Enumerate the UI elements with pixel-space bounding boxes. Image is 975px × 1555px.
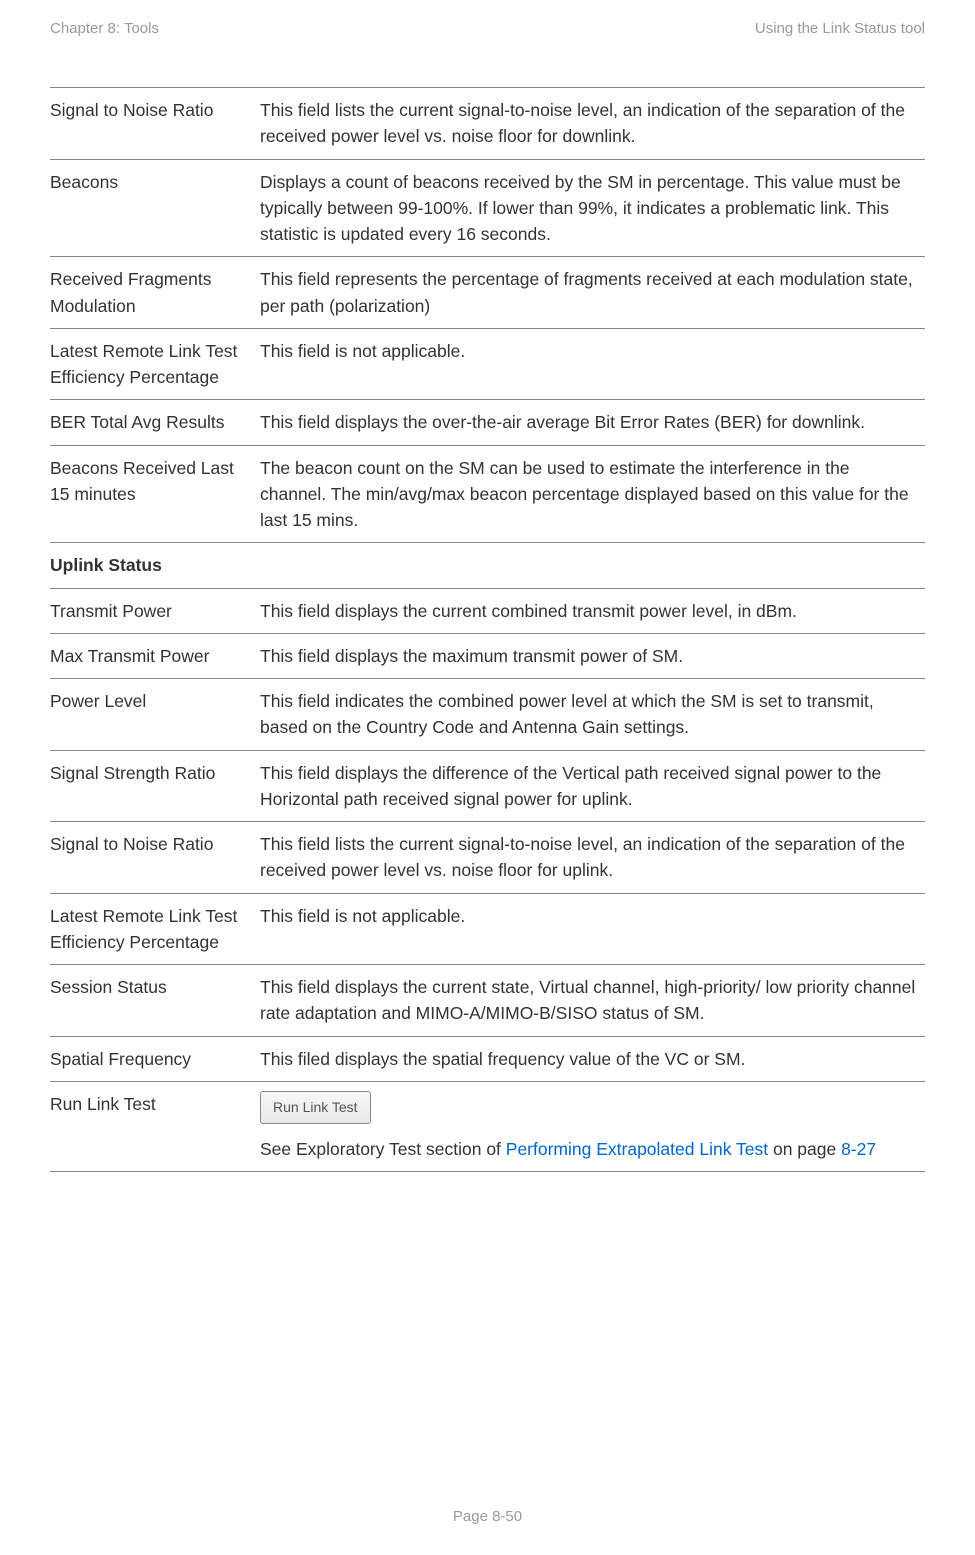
description-cell: This field is not applicable. bbox=[260, 893, 925, 965]
description-cell: This field lists the current signal-to-n… bbox=[260, 88, 925, 160]
page-number: Page 8-50 bbox=[453, 1508, 522, 1525]
term-cell: Session Status bbox=[50, 965, 260, 1037]
description-cell: This field displays the difference of th… bbox=[260, 750, 925, 822]
table-row: Signal to Noise RatioThis field lists th… bbox=[50, 88, 925, 160]
run-link-test-button[interactable]: Run Link Test bbox=[260, 1091, 371, 1124]
performing-extrapolated-link-test-link[interactable]: Performing Extrapolated Link Test bbox=[506, 1139, 768, 1159]
description-cell: This field displays the current combined… bbox=[260, 588, 925, 633]
term-cell: Signal to Noise Ratio bbox=[50, 88, 260, 160]
page-header: Chapter 8: Tools Using the Link Status t… bbox=[50, 20, 925, 37]
run-link-test-description: See Exploratory Test section of Performi… bbox=[260, 1136, 919, 1162]
term-cell: Transmit Power bbox=[50, 588, 260, 633]
term-cell: Run Link Test bbox=[50, 1081, 260, 1171]
description-cell: This field indicates the combined power … bbox=[260, 679, 925, 751]
description-cell: This filed displays the spatial frequenc… bbox=[260, 1036, 925, 1081]
definitions-table: Signal to Noise RatioThis field lists th… bbox=[50, 87, 925, 1172]
term-cell: Power Level bbox=[50, 679, 260, 751]
description-cell: This field displays the current state, V… bbox=[260, 965, 925, 1037]
table-row: Power LevelThis field indicates the comb… bbox=[50, 679, 925, 751]
description-cell: This field displays the maximum transmit… bbox=[260, 633, 925, 678]
description-cell: Run Link Test See Exploratory Test sectio… bbox=[260, 1081, 925, 1171]
description-cell: Displays a count of beacons received by … bbox=[260, 159, 925, 257]
table-row: Transmit PowerThis field displays the cu… bbox=[50, 588, 925, 633]
description-cell: This field is not applicable. bbox=[260, 328, 925, 400]
table-row: Run Link TestRun Link TestSee Explorator… bbox=[50, 1081, 925, 1171]
term-cell: Latest Remote Link Test Efficiency Perce… bbox=[50, 893, 260, 965]
description-cell: This field represents the percentage of … bbox=[260, 257, 925, 329]
table-row: Latest Remote Link Test Efficiency Perce… bbox=[50, 328, 925, 400]
table-row: Signal to Noise RatioThis field lists th… bbox=[50, 822, 925, 894]
term-cell: Max Transmit Power bbox=[50, 633, 260, 678]
term-cell: Signal Strength Ratio bbox=[50, 750, 260, 822]
term-cell: Spatial Frequency bbox=[50, 1036, 260, 1081]
term-cell: Beacons Received Last 15 minutes bbox=[50, 445, 260, 543]
table-row: Latest Remote Link Test Efficiency Perce… bbox=[50, 893, 925, 965]
table-row: Spatial FrequencyThis filed displays the… bbox=[50, 1036, 925, 1081]
table-row: Session StatusThis field displays the cu… bbox=[50, 965, 925, 1037]
section-header: Uplink Status bbox=[50, 543, 925, 588]
header-left: Chapter 8: Tools bbox=[50, 20, 159, 37]
table-row: Max Transmit PowerThis field displays th… bbox=[50, 633, 925, 678]
page-footer: Page 8-50 bbox=[0, 1508, 975, 1525]
term-cell: Beacons bbox=[50, 159, 260, 257]
description-cell: This field displays the over-the-air ave… bbox=[260, 400, 925, 445]
description-cell: The beacon count on the SM can be used t… bbox=[260, 445, 925, 543]
table-row: BER Total Avg ResultsThis field displays… bbox=[50, 400, 925, 445]
table-row: Signal Strength RatioThis field displays… bbox=[50, 750, 925, 822]
header-right: Using the Link Status tool bbox=[755, 20, 925, 37]
page-reference: 8-27 bbox=[841, 1139, 876, 1159]
term-cell: BER Total Avg Results bbox=[50, 400, 260, 445]
table-row: Received Fragments ModulationThis field … bbox=[50, 257, 925, 329]
term-cell: Received Fragments Modulation bbox=[50, 257, 260, 329]
term-cell: Signal to Noise Ratio bbox=[50, 822, 260, 894]
table-row: Beacons Received Last 15 minutesThe beac… bbox=[50, 445, 925, 543]
table-row: BeaconsDisplays a count of beacons recei… bbox=[50, 159, 925, 257]
description-cell: This field lists the current signal-to-n… bbox=[260, 822, 925, 894]
term-cell: Latest Remote Link Test Efficiency Perce… bbox=[50, 328, 260, 400]
table-row: Uplink Status bbox=[50, 543, 925, 588]
